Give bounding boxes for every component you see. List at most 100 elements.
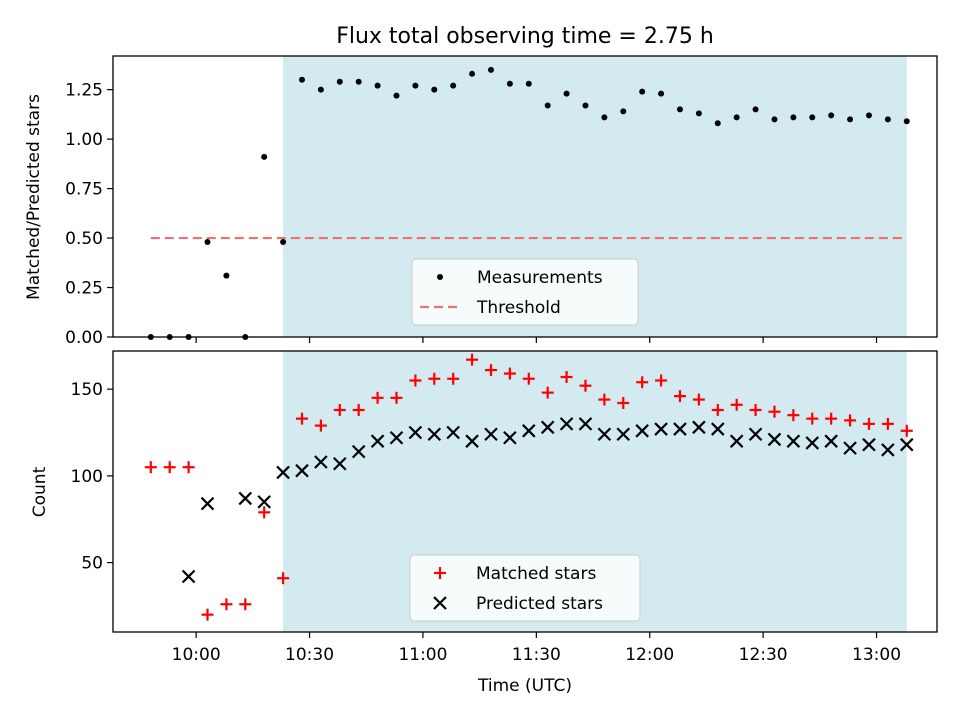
matched-star-point bbox=[862, 417, 875, 430]
bottom-axes-frame bbox=[112, 350, 938, 633]
measurement-point bbox=[336, 78, 343, 85]
bottom-predicted-points bbox=[181, 417, 914, 584]
measurement-point bbox=[714, 120, 721, 127]
predicted-star-point bbox=[200, 496, 215, 511]
predicted-star-point bbox=[238, 491, 253, 506]
bottom-x-ticks: 10:00 10:30 11:00 11:30 12:00 12:30 13:00 bbox=[172, 632, 901, 665]
measurement-point bbox=[809, 114, 816, 121]
matched-star-point bbox=[333, 403, 346, 416]
y-tick-label: 0.75 bbox=[65, 180, 103, 200]
matched-star-point bbox=[371, 391, 384, 404]
measurement-point bbox=[903, 118, 910, 125]
matched-star-point bbox=[447, 372, 460, 385]
chart-title: Flux total observing time = 2.75 h bbox=[336, 24, 714, 49]
bottom-legend-box bbox=[409, 554, 641, 622]
legend-label-matched: Matched stars bbox=[476, 564, 596, 584]
bottom-y-ticks: 50 100 150 bbox=[71, 380, 113, 574]
top-axes-frame bbox=[112, 55, 938, 338]
measurement-point bbox=[393, 92, 400, 99]
y-tick-label: 0.25 bbox=[65, 279, 103, 299]
y-tick-label: 0.50 bbox=[65, 229, 103, 249]
matched-star-point bbox=[730, 398, 743, 411]
predicted-star-point bbox=[729, 434, 744, 448]
measurement-point bbox=[828, 112, 835, 119]
measurement-point bbox=[620, 108, 627, 115]
measurement-point bbox=[582, 102, 589, 109]
x-tick-label: 10:00 bbox=[172, 645, 221, 665]
matched-star-point bbox=[484, 364, 497, 377]
measurement-point bbox=[223, 272, 230, 279]
predicted-star-point bbox=[181, 569, 196, 584]
predicted-star-point bbox=[276, 465, 290, 480]
measurement-point bbox=[450, 82, 457, 89]
measurement-point bbox=[469, 70, 476, 77]
matched-star-point bbox=[636, 376, 649, 389]
top-panel: 0.00 0.25 0.50 0.75 1.00 1.25 Matched/Predict… bbox=[24, 55, 938, 348]
predicted-star-point bbox=[465, 434, 479, 448]
measurement-point bbox=[639, 88, 646, 95]
predicted-star-point bbox=[446, 425, 460, 440]
top-legend: Measurements Threshold bbox=[411, 258, 639, 326]
measurement-point bbox=[601, 114, 608, 121]
predicted-star-point bbox=[710, 422, 725, 436]
predicted-star-point bbox=[295, 463, 309, 478]
matched-star-point bbox=[844, 414, 857, 427]
matched-star-point bbox=[598, 393, 611, 406]
bottom-legend: Matched stars Predicted stars bbox=[409, 554, 641, 622]
measurement-point bbox=[431, 86, 438, 93]
predicted-star-point bbox=[881, 443, 895, 457]
measurement-point bbox=[658, 90, 665, 97]
y-tick-label: 0.00 bbox=[65, 328, 103, 348]
matched-star-point bbox=[617, 397, 630, 410]
legend-marker-predicted bbox=[433, 596, 447, 610]
legend-marker-measurements bbox=[437, 274, 443, 280]
predicted-star-point bbox=[616, 427, 631, 442]
matched-star-point bbox=[182, 461, 195, 474]
measurement-point bbox=[771, 116, 778, 123]
predicted-star-point bbox=[257, 495, 271, 509]
measurement-point bbox=[487, 66, 494, 73]
matched-star-point bbox=[409, 374, 422, 387]
predicted-star-point bbox=[370, 434, 385, 448]
top-y-ticks: 0.00 0.25 0.50 0.75 1.00 1.25 bbox=[65, 81, 113, 348]
matched-star-point bbox=[220, 598, 233, 611]
matched-star-point bbox=[825, 412, 838, 425]
predicted-star-point bbox=[351, 444, 366, 459]
matched-star-point bbox=[787, 409, 800, 422]
predicted-star-point bbox=[673, 422, 687, 436]
predicted-star-point bbox=[314, 455, 328, 469]
matched-star-point bbox=[541, 386, 554, 399]
measurement-point bbox=[752, 106, 759, 113]
predicted-star-point bbox=[654, 422, 668, 436]
matched-star-point bbox=[314, 419, 327, 432]
legend-label-measurements: Measurements bbox=[477, 268, 603, 288]
measurement-point bbox=[412, 82, 419, 89]
predicted-star-point bbox=[578, 417, 593, 431]
matched-star-point bbox=[239, 598, 252, 611]
measurement-point bbox=[544, 102, 551, 109]
predicted-star-point bbox=[333, 456, 347, 471]
x-tick-label: 10:30 bbox=[285, 645, 334, 665]
top-y-axis-label: Matched/Predicted stars bbox=[24, 94, 44, 300]
legend-label-predicted: Predicted stars bbox=[476, 594, 603, 614]
predicted-star-point bbox=[824, 434, 838, 448]
matched-star-point bbox=[692, 393, 705, 406]
matched-star-point bbox=[673, 390, 686, 403]
bottom-matched-points bbox=[144, 353, 913, 621]
measurement-point bbox=[884, 116, 891, 123]
measurement-point bbox=[525, 80, 532, 87]
matched-star-point bbox=[428, 372, 441, 385]
matched-star-point bbox=[881, 417, 894, 430]
predicted-star-point bbox=[597, 427, 612, 442]
top-legend-box bbox=[411, 258, 639, 326]
matched-star-point bbox=[258, 506, 271, 519]
matched-star-point bbox=[390, 391, 403, 404]
y-tick-label: 150 bbox=[71, 380, 103, 400]
x-tick-label: 12:00 bbox=[625, 645, 674, 665]
predicted-star-point bbox=[484, 427, 498, 442]
predicted-star-point bbox=[503, 430, 517, 445]
x-tick-label: 11:00 bbox=[398, 645, 447, 665]
y-tick-label: 1.00 bbox=[65, 130, 103, 150]
predicted-star-point bbox=[540, 420, 555, 435]
predicted-star-point bbox=[559, 417, 574, 431]
